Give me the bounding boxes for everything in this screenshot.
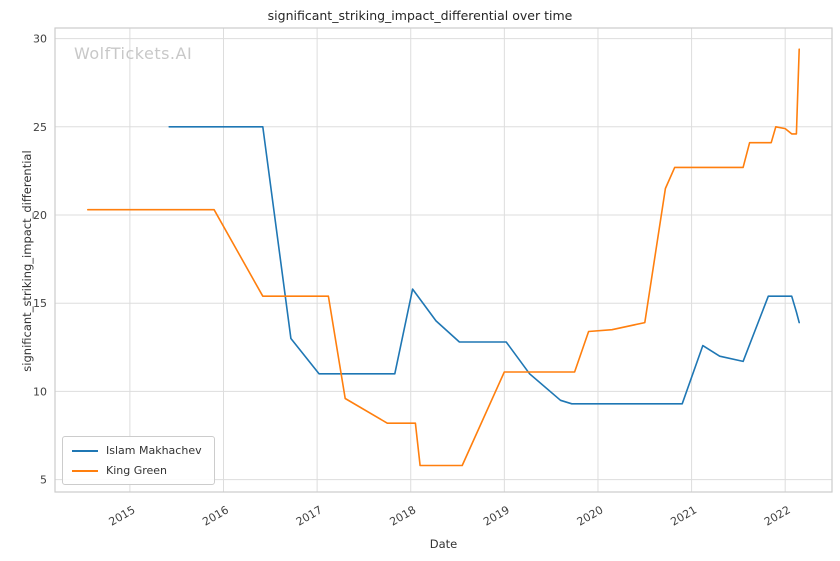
legend: Islam Makhachev King Green (62, 436, 215, 485)
line-swatch-islam-makhachev (72, 449, 98, 452)
svg-text:2015: 2015 (107, 503, 138, 528)
legend-label: Islam Makhachev (106, 444, 202, 457)
watermark: WolfTickets.AI (74, 44, 193, 63)
y-axis-label: significant_striking_impact_differential (20, 150, 34, 372)
legend-item: King Green (72, 464, 202, 477)
legend-label: King Green (106, 464, 168, 477)
legend-item: Islam Makhachev (72, 444, 202, 457)
svg-text:30: 30 (33, 33, 47, 46)
svg-text:2020: 2020 (575, 503, 606, 528)
svg-text:2021: 2021 (668, 503, 699, 528)
svg-text:2016: 2016 (200, 503, 231, 528)
line-swatch-king-green (72, 469, 98, 472)
svg-text:2018: 2018 (387, 503, 418, 528)
svg-text:15: 15 (33, 297, 47, 310)
svg-text:20: 20 (33, 209, 47, 222)
svg-text:2019: 2019 (481, 503, 512, 528)
svg-text:5: 5 (40, 474, 47, 487)
svg-text:2017: 2017 (294, 503, 325, 528)
svg-text:25: 25 (33, 121, 47, 134)
x-axis-label: Date (429, 537, 458, 551)
chart-title: significant_striking_impact_differential… (267, 8, 573, 23)
svg-text:10: 10 (33, 385, 47, 398)
svg-text:2022: 2022 (762, 503, 793, 528)
